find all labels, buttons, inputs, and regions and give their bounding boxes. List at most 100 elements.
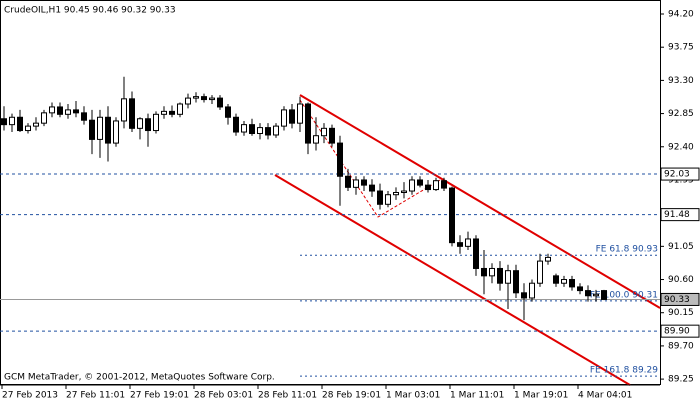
candle-body [545,256,551,262]
y-tick-label: 93.75 [668,43,694,53]
plot-frame [0,0,661,385]
candle-body [233,116,239,133]
candle-body [9,116,15,126]
candle-body [529,282,535,299]
candle-body [569,279,575,288]
y-tick-label: 90.60 [668,275,694,285]
x-tick-label: 28 Feb 11:01 [258,391,317,401]
chart-title: CrudeOIL,H1 90.45 90.46 90.32 90.33 [4,6,176,16]
candle-body [369,184,375,192]
y-tick-label: 92.40 [668,142,694,152]
candle-body [521,292,527,299]
candle-body [601,290,607,300]
x-tick-label: 28 Feb 03:01 [194,391,253,401]
fibo-label: FE 100.0 90.31 [590,290,658,300]
candle-body [225,106,231,118]
candle-body [313,135,319,144]
candle-body [281,109,287,127]
y-tick-label: 89.25 [668,375,694,385]
candle-body [185,97,191,105]
candle-body [105,116,111,144]
y-tick-label: 89.70 [668,341,694,351]
candle-body [361,179,367,186]
candle-body [265,127,271,136]
candle-body [537,260,543,284]
candle-body [593,293,599,297]
candle-body [241,124,247,133]
candle-body [393,192,399,196]
candle-body [177,103,183,115]
level-label: 92.03 [664,170,690,180]
candle-body [465,238,471,247]
candle-body [409,179,415,192]
candle-body [417,179,423,186]
level-box [660,208,700,222]
channel-upper [299,94,661,309]
channel-lower [274,174,631,386]
fibo-zigzag [299,99,441,218]
candle-body [57,106,63,115]
candle-body [425,184,431,191]
candle-body [49,106,55,114]
candle-body [217,97,223,108]
level-label: 90.33 [664,295,690,305]
candle-body [33,122,39,127]
candle-body [161,110,167,115]
candle-body [81,112,87,121]
candle-body [65,109,71,115]
candle-body [113,120,119,144]
candle-body [497,267,503,284]
candle-body [193,96,199,99]
candle-body [345,175,351,188]
candle-body [249,124,255,134]
fibo-label: FE 61.8 90.93 [596,245,658,255]
candle-body [353,179,359,188]
candle-body [209,97,215,101]
candle-body [457,242,463,247]
y-tick-label: 94.20 [668,10,694,20]
level-box [660,324,700,338]
candle-body [73,109,79,114]
candle-body [145,118,151,132]
x-tick-label: 1 Mar 11:01 [450,391,504,401]
candle-body [305,103,311,144]
candle-body [433,180,439,191]
candle-body [337,142,343,177]
y-tick-label: 91.05 [668,242,694,252]
candle-body [97,116,103,140]
fibo-label: FE 161.8 89.29 [590,366,658,376]
candle-body [473,238,479,269]
candle-body [321,127,327,137]
x-tick-label: 1 Mar 19:01 [514,391,568,401]
candle-body [289,109,295,124]
candle-body [513,270,519,294]
level-box [660,167,700,181]
candle-body [257,127,263,134]
candle-body [89,119,95,140]
candle-body [1,118,7,126]
candle-body [489,267,495,277]
x-tick-label: 27 Feb 19:01 [130,391,189,401]
level-label: 89.90 [664,327,690,337]
candle-body [137,118,143,129]
candle-body [329,127,335,144]
candle-body [561,279,567,284]
x-tick-label: 27 Feb 11:01 [66,391,125,401]
level-box [660,292,700,306]
x-tick-label: 1 Mar 03:01 [386,391,440,401]
x-tick-label: 4 Mar 04:01 [578,391,632,401]
candle-body [441,180,447,189]
candle-body [17,116,23,132]
candle-body [41,112,47,124]
x-tick-label: 27 Feb 2013 [2,391,58,401]
candle-body [153,113,159,132]
candle-body [505,270,511,284]
candle-body [121,98,127,122]
y-tick-label: 92.85 [668,109,694,119]
candle-body [385,194,391,205]
candle-body [297,103,303,124]
candle-body [273,125,279,136]
level-label: 91.48 [664,210,690,220]
candle-body [377,190,383,205]
candle-body [553,275,559,284]
